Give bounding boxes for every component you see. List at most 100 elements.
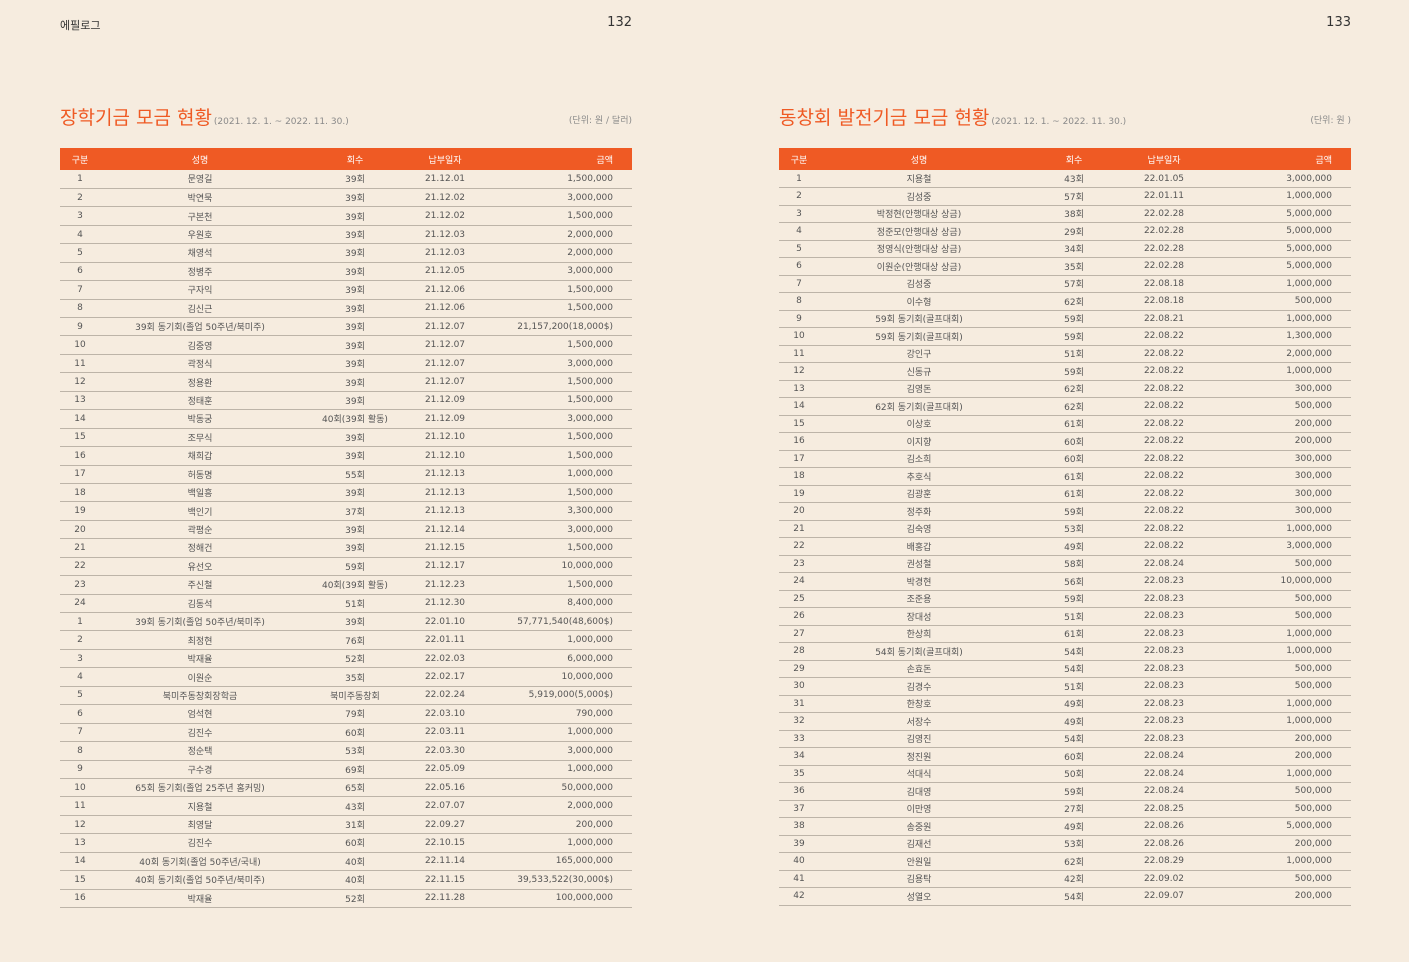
table-row: 3 구본천 39회 21.12.02 1,500,000 (60, 206, 632, 226)
col-name-cell: 안원일 (819, 852, 1019, 871)
col-name-cell: 구본천 (100, 206, 300, 226)
col-name-cell: 김소희 (819, 450, 1019, 468)
col-name-cell: 채영석 (100, 243, 300, 263)
col-no-cell: 14 (779, 397, 819, 416)
col-date-cell: 21.12.07 (410, 317, 480, 337)
col-class-cell: 39회 (300, 372, 410, 392)
col-class-cell: 51회 (1019, 677, 1129, 696)
table-row: 5 정영식(안행대상 상금) 34회 22.02.28 5,000,000 (779, 240, 1351, 258)
col-name-cell: 39회 동기회(졸업 50주년/북미주) (100, 612, 300, 632)
col-class-cell: 39회 (300, 335, 410, 355)
col-class-cell: 61회 (1019, 415, 1129, 433)
table-row: 41 김용탁 42회 22.09.02 500,000 (779, 870, 1351, 888)
col-class-cell: 43회 (1019, 170, 1129, 188)
col-class-cell: 39회 (300, 299, 410, 319)
col-date-cell: 22.02.28 (1129, 240, 1199, 258)
table-row: 39 김재선 53회 22.08.26 200,000 (779, 835, 1351, 853)
table-row: 23 주신철 40회(39회 활동) 21.12.23 1,500,000 (60, 575, 632, 595)
page-title-scholarship: 장학기금 모금 현황 (60, 107, 212, 129)
table-body: 1 문영길 39회 21.12.01 1,500,000 2 박연묵 39회 21.12.02 3… (60, 170, 632, 909)
header-col-amount: 금액 (480, 148, 632, 170)
col-date-cell: 21.12.15 (410, 538, 480, 558)
col-no-cell: 4 (60, 225, 100, 245)
col-class-cell: 52회 (300, 649, 410, 669)
col-amount-cell: 500,000 (1199, 782, 1351, 801)
table-row: 12 신동규 59회 22.08.22 1,000,000 (779, 362, 1351, 381)
col-no-cell: 23 (60, 575, 100, 595)
col-amount-cell: 165,000,000 (480, 852, 632, 872)
col-class-cell: 43회 (300, 796, 410, 816)
col-class-cell: 39회 (300, 206, 410, 226)
col-amount-cell: 3,000,000 (480, 520, 632, 540)
col-no-cell: 33 (779, 730, 819, 748)
col-date-cell: 21.12.06 (410, 299, 480, 319)
col-name-cell: 김숙영 (819, 520, 1019, 538)
col-date-cell: 22.08.22 (1129, 397, 1199, 416)
col-amount-cell: 1,000,000 (1199, 310, 1351, 328)
col-no-cell: 7 (60, 280, 100, 300)
col-no-cell: 24 (60, 594, 100, 614)
col-no-cell: 13 (60, 833, 100, 853)
col-no-cell: 21 (779, 520, 819, 538)
col-class-cell: 49회 (1019, 817, 1129, 836)
col-no-cell: 34 (779, 747, 819, 766)
col-class-cell: 59회 (1019, 362, 1129, 381)
col-class-cell: 49회 (1019, 712, 1129, 731)
col-class-cell: 60회 (300, 833, 410, 853)
page-title-development-fund: 동창회 발전기금 모금 현황 (779, 107, 990, 129)
col-class-cell: 79회 (300, 704, 410, 724)
col-no-cell: 17 (779, 450, 819, 468)
col-date-cell: 22.11.28 (410, 889, 480, 909)
col-date-cell: 22.02.28 (1129, 205, 1199, 223)
col-class-cell: 51회 (300, 594, 410, 614)
col-date-cell: 21.12.23 (410, 575, 480, 595)
col-no-cell: 13 (60, 391, 100, 411)
header-col-name: 성명 (100, 148, 300, 170)
table-row: 7 김성중 57회 22.08.18 1,000,000 (779, 275, 1351, 293)
col-date-cell: 22.08.24 (1129, 555, 1199, 573)
table-row: 8 김신근 39회 21.12.06 1,500,000 (60, 299, 632, 319)
col-name-cell: 장대성 (819, 607, 1019, 626)
col-no-cell: 9 (60, 760, 100, 779)
col-class-cell: 39회 (300, 354, 410, 374)
col-amount-cell: 1,000,000 (1199, 765, 1351, 783)
table-row: 5 채영석 39회 21.12.03 2,000,000 (60, 243, 632, 263)
col-date-cell: 21.12.09 (410, 391, 480, 411)
table-row: 18 백일흥 39회 21.12.13 1,500,000 (60, 483, 632, 503)
col-class-cell: 59회 (1019, 327, 1129, 346)
col-class-cell: 62회 (1019, 380, 1129, 398)
table-row: 7 김진수 60회 22.03.11 1,000,000 (60, 723, 632, 743)
col-name-cell: 주신철 (100, 575, 300, 595)
col-date-cell: 22.01.11 (1129, 187, 1199, 206)
col-date-cell: 21.12.10 (410, 428, 480, 448)
col-no-cell: 40 (779, 852, 819, 871)
header-col-no: 구분 (60, 148, 100, 170)
col-no-cell: 7 (60, 723, 100, 743)
col-amount-cell: 1,000,000 (1199, 187, 1351, 206)
col-date-cell: 22.08.22 (1129, 502, 1199, 521)
col-amount-cell: 790,000 (480, 704, 632, 724)
col-name-cell: 강인구 (819, 345, 1019, 363)
col-date-cell: 22.08.25 (1129, 800, 1199, 818)
table-row: 29 손효돈 54회 22.08.23 500,000 (779, 660, 1351, 678)
col-date-cell: 22.10.15 (410, 833, 480, 853)
col-class-cell: 59회 (1019, 590, 1129, 608)
col-name-cell: 정용환 (100, 372, 300, 392)
col-no-cell: 16 (60, 889, 100, 909)
col-name-cell: 박재율 (100, 649, 300, 669)
col-date-cell: 22.08.22 (1129, 432, 1199, 451)
col-date-cell: 21.12.09 (410, 409, 480, 429)
col-no-cell: 5 (60, 686, 100, 706)
col-name-cell: 박동궁 (100, 409, 300, 429)
unit-label-left: (단위: 원 / 달러) (568, 116, 632, 126)
col-amount-cell: 1,500,000 (480, 446, 632, 466)
col-amount-cell: 500,000 (1199, 607, 1351, 626)
col-class-cell: 53회 (300, 741, 410, 761)
col-amount-cell: 1,000,000 (480, 833, 632, 853)
col-amount-cell: 1,000,000 (480, 760, 632, 779)
table-row: 4 이원순 35회 22.02.17 10,000,000 (60, 667, 632, 687)
table-row: 33 김영진 54회 22.08.23 200,000 (779, 730, 1351, 748)
table-row: 8 정순택 53회 22.03.30 3,000,000 (60, 741, 632, 761)
col-class-cell: 61회 (1019, 485, 1129, 503)
table-row: 3 박재율 52회 22.02.03 6,000,000 (60, 649, 632, 669)
